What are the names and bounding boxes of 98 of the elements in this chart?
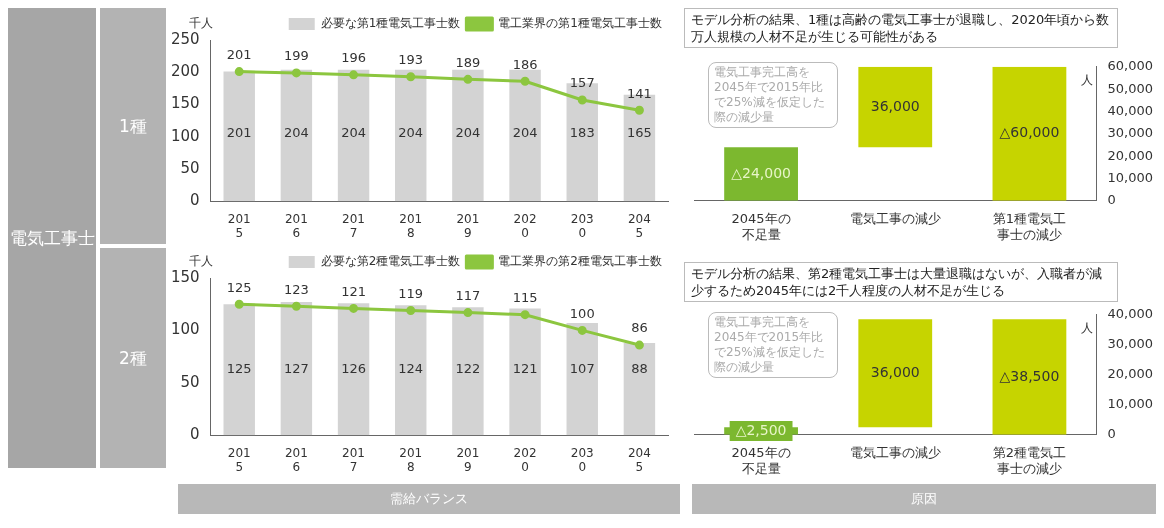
- data-label: 204: [283, 124, 309, 140]
- data-label: 183: [569, 124, 595, 140]
- text: 2種: [100, 248, 166, 468]
- y-tick-label: 30,000: [1107, 125, 1154, 141]
- data-label: 199: [283, 48, 309, 64]
- y-tick-label: 60,000: [1107, 58, 1154, 74]
- data-label: 36,000: [870, 363, 920, 380]
- x-tick-label: 電気工事の減少: [849, 444, 941, 460]
- text: 需給バランス: [178, 484, 680, 514]
- chart-title: モデル分析の結果、1種は高齢の電気工事士が退職し、2020年頃から数万人規模の人材不足が生じる可能性がある: [684, 8, 1118, 48]
- y-tick-label: 0: [1107, 426, 1116, 442]
- x-tick-label: 2015: [227, 445, 251, 474]
- text: 電気工事士: [8, 8, 96, 468]
- x-tick-label: 2018: [399, 211, 423, 240]
- x-tick-label: 電気工事の減少: [849, 210, 941, 226]
- y-tick-label: 20,000: [1107, 366, 1154, 382]
- y-axis-title: 人: [1080, 72, 1093, 87]
- x-tick-label: 2020: [513, 445, 537, 474]
- y-tick-label: 100: [170, 126, 200, 145]
- text: 原因: [692, 484, 1156, 514]
- data-label: 115: [512, 290, 538, 306]
- y-tick-label: 50: [180, 158, 200, 177]
- data-label: 141: [627, 85, 652, 101]
- x-tick-label: 2016: [284, 211, 308, 240]
- data-label: △38,500: [999, 367, 1060, 384]
- legend-label: 電工業界の第1種電気工事士数: [498, 16, 663, 31]
- data-label: 196: [341, 50, 366, 66]
- data-label: 36,000: [870, 97, 920, 114]
- data-label: 125: [226, 279, 252, 295]
- data-label: 127: [283, 360, 309, 376]
- data-label: 186: [512, 56, 538, 72]
- data-label: 122: [455, 360, 481, 376]
- data-label: 123: [283, 281, 309, 297]
- x-tick-label: 2045: [627, 445, 651, 474]
- data-label: 88: [631, 360, 648, 376]
- y-tick-label: 150: [170, 267, 200, 286]
- chart-title: モデル分析の結果、第2種電気工事士は大量退職はないが、入職者が減少するため2045年には2千人程度の人材不足が生じる: [684, 262, 1118, 302]
- data-label: 100: [569, 305, 595, 321]
- x-tick-label: 2045: [627, 211, 651, 240]
- y-tick-label: 200: [170, 62, 200, 81]
- data-label: 121: [341, 283, 366, 299]
- data-label: 121: [512, 360, 538, 376]
- data-label: 119: [398, 285, 424, 301]
- data-label: △60,000: [999, 124, 1060, 141]
- y-tick-label: 10,000: [1107, 396, 1154, 412]
- y-tick-label: 0: [1107, 192, 1116, 208]
- data-label: 189: [455, 54, 481, 70]
- x-tick-label: 2030: [570, 211, 594, 240]
- x-tick-label: 2030: [570, 445, 594, 474]
- x-tick-label: 2018: [399, 445, 423, 474]
- x-tick-label: 2019: [456, 211, 480, 240]
- y-tick-label: 150: [170, 94, 200, 113]
- x-tick-label: 2016: [284, 445, 308, 474]
- y-tick-label: 50: [180, 372, 200, 391]
- y-axis-title: 千人: [188, 16, 213, 31]
- legend-label: 電工業界の第2種電気工事士数: [498, 254, 663, 269]
- data-label: 124: [398, 360, 424, 376]
- x-tick-label: 2020: [513, 211, 537, 240]
- data-label: 204: [398, 124, 424, 140]
- data-label: 107: [569, 360, 595, 376]
- text: 1種: [100, 8, 166, 244]
- data-label: 204: [341, 124, 366, 140]
- y-tick-label: 0: [190, 191, 200, 210]
- y-axis-title: 千人: [188, 254, 213, 269]
- legend-label: 必要な第2種電気工事士数: [320, 254, 461, 269]
- y-tick-label: 250: [170, 29, 200, 48]
- x-tick-label: 2045年の不足量: [731, 444, 791, 476]
- x-tick-label: 第1種電気工事士の減少: [992, 210, 1067, 242]
- x-tick-label: 第2種電気工事士の減少: [992, 444, 1067, 476]
- data-label: 201: [226, 46, 252, 62]
- data-label: 201: [226, 124, 252, 140]
- data-label: 125: [226, 360, 252, 376]
- data-label: 204: [455, 124, 481, 140]
- data-label: 204: [512, 124, 538, 140]
- data-label: 126: [341, 360, 366, 376]
- annotation: 電気工事完工高を2045年で2015年比で25%減を仮定した際の減少量: [708, 62, 838, 128]
- x-tick-label: 2017: [342, 211, 366, 240]
- x-tick-label: 2015: [227, 211, 251, 240]
- y-tick-label: 20,000: [1107, 147, 1154, 163]
- y-tick-label: 40,000: [1107, 102, 1154, 118]
- data-label: 86: [631, 320, 648, 336]
- x-tick-label: 2017: [342, 445, 366, 474]
- annotation: 電気工事完工高を2045年で2015年比で25%減を仮定した際の減少量: [708, 312, 838, 378]
- y-tick-label: 30,000: [1107, 336, 1154, 352]
- data-label: 193: [398, 52, 424, 68]
- data-label: 157: [569, 75, 595, 91]
- y-tick-label: 10,000: [1107, 169, 1154, 185]
- x-tick-label: 2045年の不足量: [731, 210, 791, 242]
- y-tick-label: 50,000: [1107, 80, 1154, 96]
- data-label: 165: [627, 124, 652, 140]
- y-tick-label: 0: [190, 425, 200, 444]
- y-tick-label: 40,000: [1107, 306, 1154, 322]
- y-axis-title: 人: [1080, 320, 1093, 335]
- legend-label: 必要な第1種電気工事士数: [320, 16, 461, 31]
- data-label: △24,000: [731, 164, 791, 181]
- x-tick-label: 2019: [456, 445, 480, 474]
- y-tick-label: 100: [170, 320, 200, 339]
- data-label: 117: [455, 287, 481, 303]
